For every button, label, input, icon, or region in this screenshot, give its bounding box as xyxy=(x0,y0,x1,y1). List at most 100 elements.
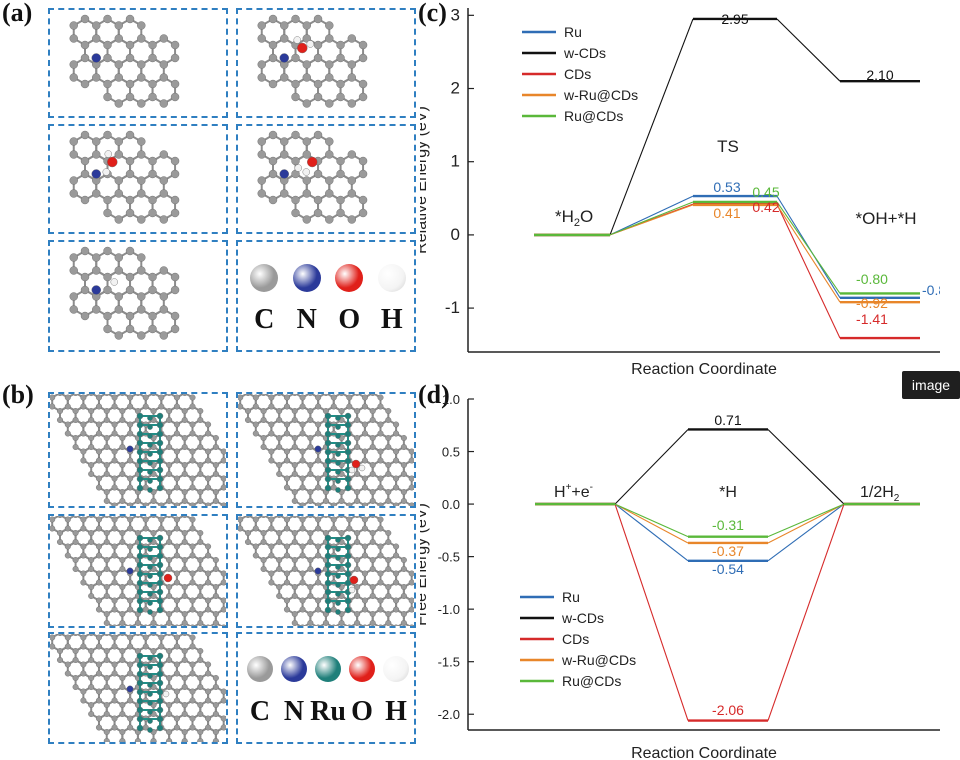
element-label-n: N xyxy=(283,696,305,727)
connector-line xyxy=(767,429,845,505)
connector-line xyxy=(614,503,689,538)
model-b-5 xyxy=(48,632,228,744)
y-tick-label: -0.5 xyxy=(438,550,460,565)
atom-h-swatch xyxy=(383,656,409,682)
value-label: -0.86 xyxy=(922,282,940,298)
value-label: -0.31 xyxy=(712,517,744,533)
y-axis-label: Free Energy (eV) xyxy=(420,503,430,626)
atom-c-swatch xyxy=(250,264,279,292)
connector-line xyxy=(614,503,689,562)
element-label-o: O xyxy=(338,304,361,335)
atom-h-swatch xyxy=(377,264,406,292)
x-axis-label: Reaction Coordinate xyxy=(631,361,777,378)
connector-line xyxy=(776,18,841,82)
value-label: -2.06 xyxy=(712,702,744,718)
stage-label: 1/2H2 xyxy=(860,484,900,504)
panel-label-a: (a) xyxy=(2,0,33,27)
y-tick-label: -2.0 xyxy=(438,707,460,722)
stage-label: *OH+*H xyxy=(856,209,917,228)
panel-label-d: (d) xyxy=(418,380,450,409)
connector-line xyxy=(609,195,694,236)
model-a-4 xyxy=(236,124,416,234)
y-tick-label: 3 xyxy=(451,5,460,24)
legend-label: Ru@CDs xyxy=(562,673,621,689)
connector-line xyxy=(767,503,845,721)
connector-line xyxy=(767,503,845,562)
panel-label-b: (b) xyxy=(2,380,34,409)
legend-label: w-CDs xyxy=(563,45,606,61)
element-label-c: C xyxy=(249,696,271,727)
atom-n-swatch xyxy=(292,264,321,292)
connector-line xyxy=(767,503,845,544)
energy-chart-c: -1 0 1 2 3 Relative Energy (eV) Reaction Coord… xyxy=(420,5,940,378)
y-tick-label: 0.5 xyxy=(442,445,460,460)
value-label: 0.53 xyxy=(713,179,740,195)
element-label-ru: Ru xyxy=(310,696,346,727)
model-b-1 xyxy=(48,392,228,508)
value-label: 2.95 xyxy=(721,11,748,27)
legend-label: CDs xyxy=(562,631,589,647)
energy-chart-d: 1.0 0.5 0.0 -0.5 -1.0 -1.5 -2.0 Free Energy (eV… xyxy=(420,392,940,760)
connector-line xyxy=(776,201,841,294)
atom-ru-swatch xyxy=(315,656,341,682)
connector-line xyxy=(776,203,841,339)
element-label-h: H xyxy=(385,696,407,727)
x-axis-label: Reaction Coordinate xyxy=(631,745,777,760)
connector-line xyxy=(609,18,694,236)
atom-c-swatch xyxy=(247,656,273,682)
value-label: 0.45 xyxy=(752,184,779,200)
stage-label: *H xyxy=(719,484,737,501)
atom-o-swatch xyxy=(349,656,375,682)
element-label-o: O xyxy=(351,696,373,727)
image-badge[interactable]: image xyxy=(902,371,960,399)
model-b-2 xyxy=(236,392,416,508)
element-label-c: C xyxy=(254,304,275,335)
y-tick-label: -1.5 xyxy=(438,655,460,670)
value-label: -1.41 xyxy=(856,311,888,327)
legend-label: w-Ru@CDs xyxy=(561,652,636,668)
stage-label: *H2O xyxy=(555,207,593,229)
connector-line xyxy=(767,503,845,538)
value-label: 2.10 xyxy=(866,67,893,83)
legend-label: w-CDs xyxy=(561,610,604,626)
element-label-n: N xyxy=(296,304,317,335)
value-label: -0.92 xyxy=(856,295,888,311)
y-tick-label: 1.0 xyxy=(442,392,460,407)
element-legend-b: C N Ru O H xyxy=(236,632,416,744)
element-label-h: H xyxy=(380,304,403,335)
value-label: 0.41 xyxy=(713,205,740,221)
value-label: 0.71 xyxy=(714,412,741,428)
value-label: 0.42 xyxy=(752,199,779,215)
model-a-2 xyxy=(236,8,416,118)
y-tick-label: 0 xyxy=(451,225,460,244)
legend-label: Ru@CDs xyxy=(564,108,623,124)
legend-label: w-Ru@CDs xyxy=(563,87,638,103)
value-label: -0.80 xyxy=(856,271,888,287)
model-b-4 xyxy=(236,514,416,628)
model-b-3 xyxy=(48,514,228,628)
y-tick-label: 1 xyxy=(451,152,460,171)
value-label: -0.37 xyxy=(712,543,744,559)
connector-line xyxy=(614,503,689,544)
stage-label: TS xyxy=(717,137,739,156)
y-tick-label: 2 xyxy=(451,79,460,98)
model-a-5 xyxy=(48,240,228,352)
model-a-3 xyxy=(48,124,228,234)
series-ru-cds xyxy=(535,502,920,538)
atom-n-swatch xyxy=(281,656,307,682)
model-a-1 xyxy=(48,8,228,118)
connector-line xyxy=(776,204,841,303)
legend-label: CDs xyxy=(564,66,591,82)
y-axis-label: Relative Energy (eV) xyxy=(420,106,430,254)
y-tick-label: 0.0 xyxy=(442,497,460,512)
connector-line xyxy=(614,429,689,505)
legend-label: Ru xyxy=(562,589,580,605)
y-tick-label: -1 xyxy=(445,298,460,317)
atom-o-swatch xyxy=(335,264,364,292)
y-tick-label: -1.0 xyxy=(438,602,460,617)
value-label: -0.54 xyxy=(712,561,744,577)
panel-label-c: (c) xyxy=(418,0,447,27)
connector-line xyxy=(614,503,689,721)
series-ru-cds xyxy=(534,200,920,295)
